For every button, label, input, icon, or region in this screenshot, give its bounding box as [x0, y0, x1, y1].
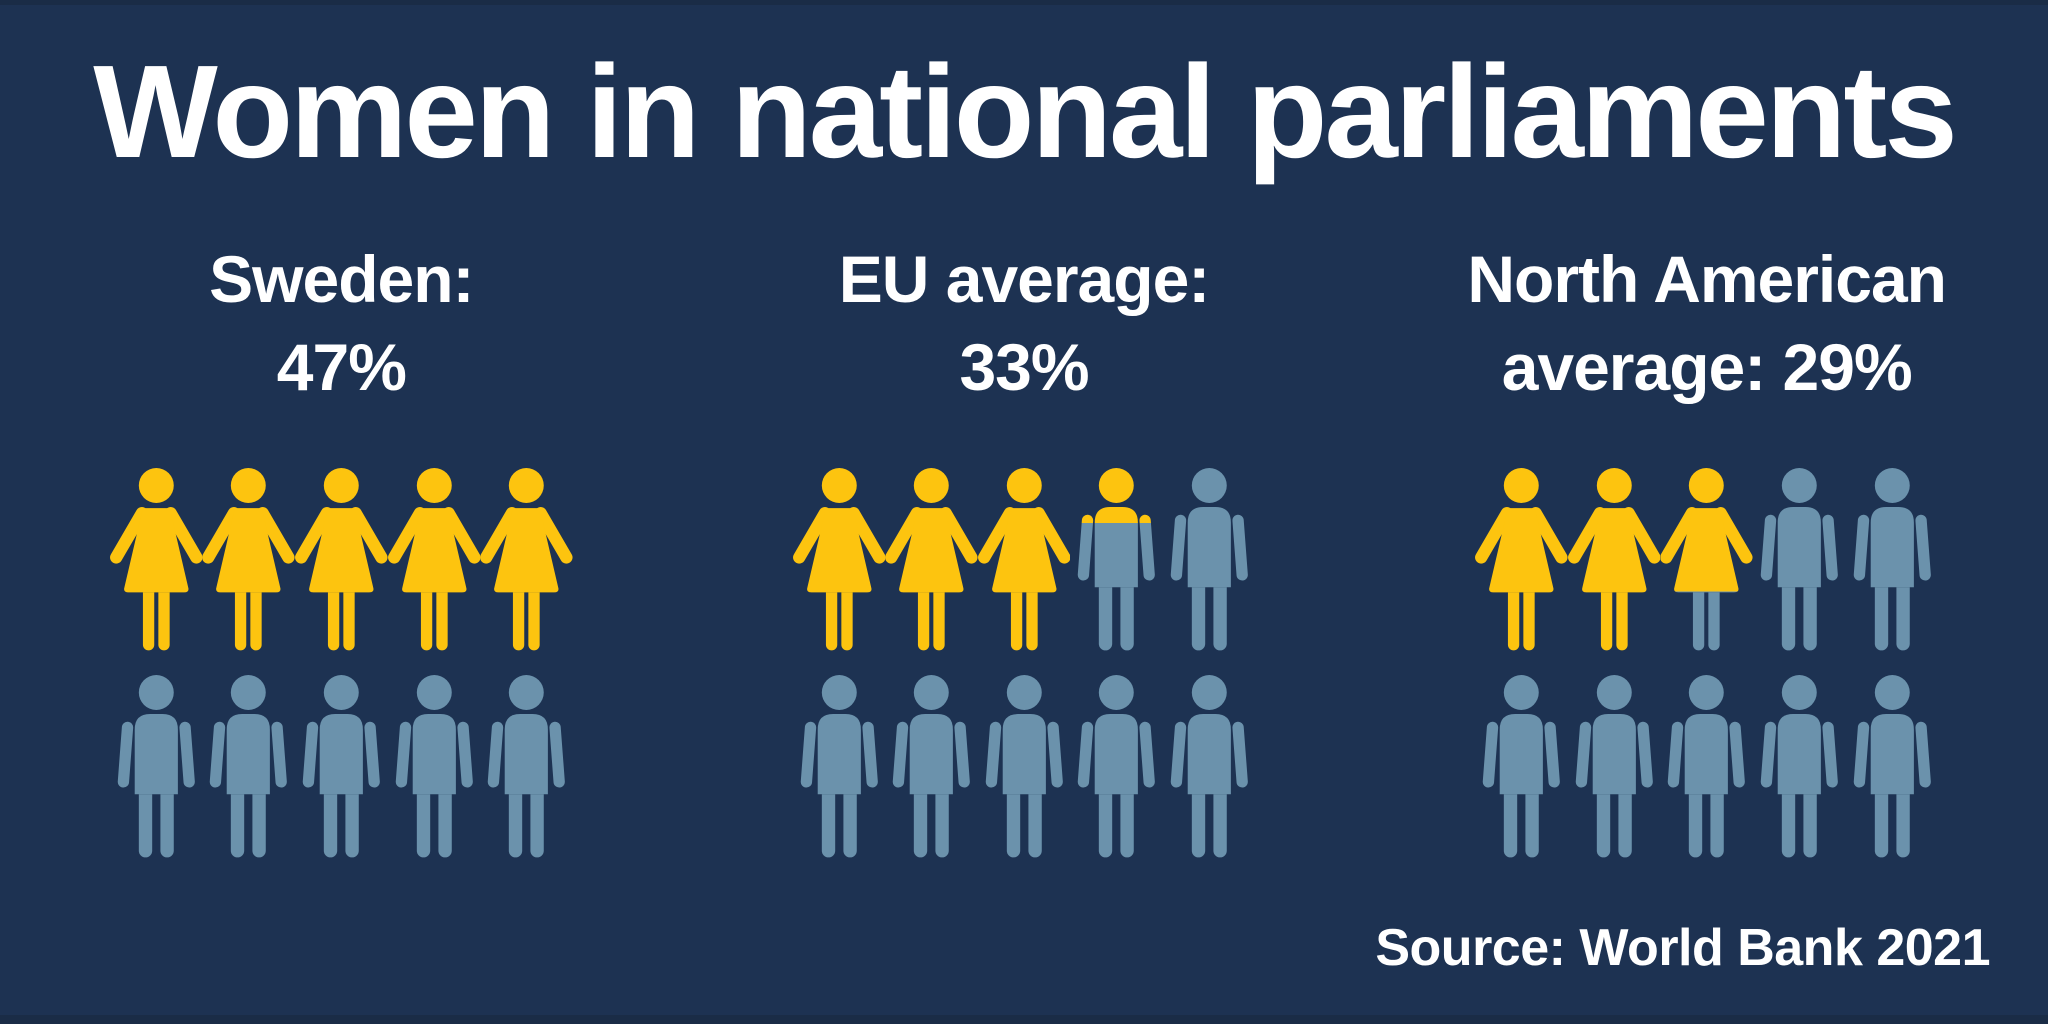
man-icon: [1568, 674, 1661, 860]
woman-icon: [1475, 467, 1568, 653]
woman-icon: [792, 467, 886, 653]
source-credit: Source: World Bank 2021: [1375, 919, 1990, 977]
man-icon: [885, 674, 978, 860]
pictogram-grid-north-america: [1475, 467, 1939, 860]
man-icon: [295, 674, 388, 860]
man-icon: [1475, 674, 1568, 860]
man-icon: [110, 674, 203, 860]
group-north-american-average: North American average: 29%: [1365, 236, 2048, 860]
group-eu-average: EU average: 33%: [683, 236, 1366, 860]
man-icon: [1660, 674, 1753, 860]
group-label: Sweden: 47%: [209, 236, 474, 412]
man-icon: [1846, 467, 1939, 653]
woman-icon: [1567, 467, 1661, 653]
man-icon: [1163, 674, 1256, 860]
man-icon: [978, 674, 1071, 860]
woman-icon: [480, 467, 573, 653]
partial-man-icon: [1070, 468, 1163, 653]
woman-icon: [885, 467, 978, 653]
top-border: [0, 0, 2048, 5]
group-label: North American average: 29%: [1467, 236, 1947, 412]
group-value: 47%: [276, 329, 407, 404]
man-icon: [1163, 467, 1256, 653]
man-icon: [1846, 674, 1939, 860]
group-value: 33%: [959, 329, 1089, 404]
man-icon: [1753, 674, 1846, 860]
page-title: Women in national parliaments: [93, 38, 1958, 185]
man-icon: [793, 674, 886, 860]
group-sweden: Sweden: 47%: [0, 236, 683, 860]
woman-icon: [977, 467, 1071, 653]
group-label: EU average: 33%: [838, 236, 1211, 412]
bottom-border: [0, 1015, 2048, 1024]
groups-row: Sweden: 47% EU average: 33% North Americ…: [0, 236, 2048, 860]
woman-icon: [202, 467, 295, 653]
group-label-line-1: Sweden:: [209, 242, 474, 316]
woman-icon: [295, 467, 388, 653]
woman-icon: [109, 467, 203, 653]
woman-icon: [387, 467, 481, 653]
group-label-line-1: North American: [1467, 242, 1947, 316]
man-icon: [1070, 674, 1163, 860]
pictogram-grid-sweden: [109, 467, 573, 860]
partial-woman-icon: [1660, 468, 1753, 653]
man-icon: [1753, 467, 1846, 653]
pictogram-grid-eu: [792, 467, 1256, 860]
group-label-line-1: EU average:: [838, 242, 1211, 316]
man-icon: [202, 674, 295, 860]
man-icon: [480, 674, 573, 860]
man-icon: [388, 674, 481, 860]
group-value: average: 29%: [1501, 329, 1913, 404]
